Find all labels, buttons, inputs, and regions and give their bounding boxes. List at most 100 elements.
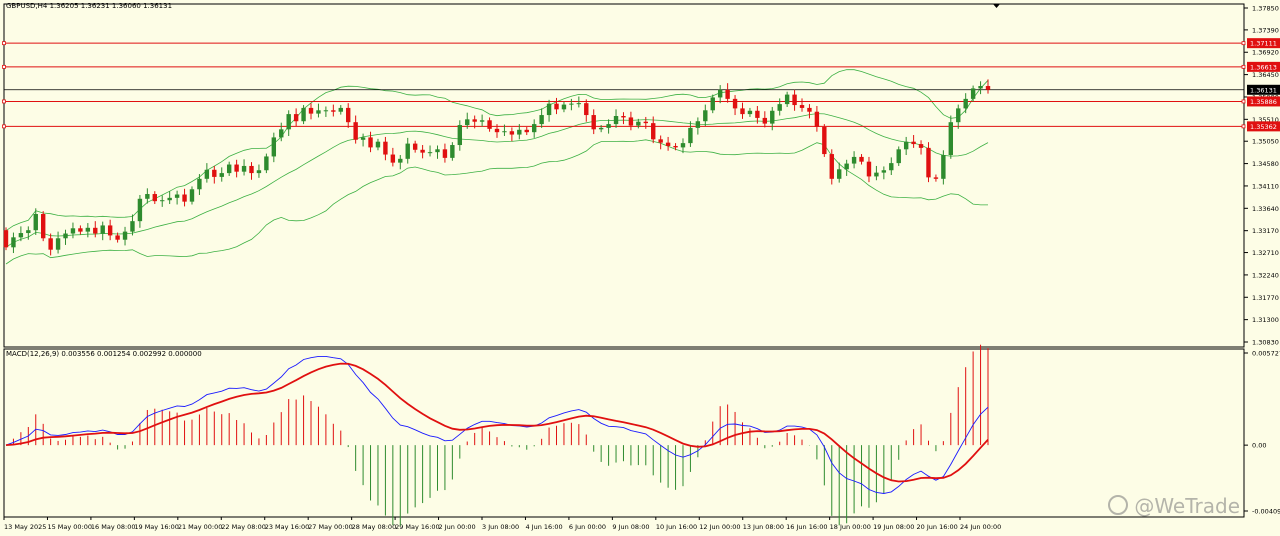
macd-axis-label: -0.004094	[1252, 508, 1280, 516]
candle-body	[256, 170, 262, 174]
candle-body	[680, 143, 686, 148]
current-price-label: 1.36131	[1250, 86, 1277, 94]
candle-body	[978, 86, 983, 89]
candle-body	[368, 137, 373, 148]
candle-body	[11, 237, 16, 248]
macd-signal-line	[5, 362, 989, 483]
level-handle-left	[2, 41, 6, 46]
candle-body	[479, 120, 485, 122]
time-axis-label: 19 May 16:00	[134, 523, 179, 531]
candle-body	[174, 194, 180, 198]
price-axis-label: 1.37850	[1252, 5, 1279, 13]
level-handle-right	[1241, 64, 1246, 69]
time-axis-label: 9 Jun 08:00	[612, 523, 649, 531]
candle-body	[271, 137, 277, 157]
candle-body	[472, 119, 477, 122]
watermark-logo-icon	[1108, 495, 1129, 515]
candle-body	[249, 165, 254, 174]
candle-body	[985, 86, 991, 90]
level-price-tag	[1247, 121, 1280, 132]
candle-body	[465, 119, 470, 126]
candle-body	[896, 149, 901, 164]
time-axis-label: 15 May 00:00	[47, 523, 92, 531]
candle-body	[502, 131, 507, 133]
candle-body	[182, 194, 187, 202]
candle-body	[286, 114, 291, 130]
time-axis-label: 27 May 00:00	[308, 523, 353, 531]
time-axis-label: 10 Jun 16:00	[656, 523, 697, 531]
candle-body	[122, 231, 128, 240]
candle-body	[732, 98, 738, 109]
candle-body	[606, 124, 611, 128]
price-axis-label: 1.32240	[1252, 271, 1279, 279]
candle-body	[450, 145, 455, 158]
candle-body	[717, 89, 723, 98]
candle-body	[963, 98, 968, 109]
candle-body	[710, 97, 715, 111]
candle-body	[93, 227, 98, 234]
candle-body	[494, 128, 500, 133]
level-handle-right	[1241, 124, 1246, 129]
candle-body	[747, 110, 753, 115]
price-axis-label: 1.31300	[1252, 316, 1279, 324]
watermark-text: @WeTrade	[1134, 494, 1240, 518]
candle-body	[279, 129, 284, 138]
macd-axis-label: 0.00	[1252, 442, 1266, 450]
candle-body	[390, 154, 396, 163]
level-price-label: 1.37111	[1250, 40, 1277, 48]
candle-body	[85, 227, 91, 232]
candle-body	[658, 139, 663, 143]
time-axis-label: 23 May 16:00	[265, 523, 310, 531]
candle-body	[18, 233, 24, 238]
candle-body	[546, 103, 552, 116]
candle-body	[48, 238, 53, 250]
time-axis-label: 24 Jun 00:00	[960, 523, 1001, 531]
candle-body	[40, 214, 46, 239]
candle-body	[100, 225, 105, 234]
level-handle-right	[1241, 99, 1246, 104]
price-axis-label: 1.32710	[1252, 249, 1279, 257]
candle-body	[621, 116, 626, 118]
time-axis-label: 16 May 08:00	[91, 523, 136, 531]
macd-main-line	[5, 355, 989, 494]
candle-body	[219, 173, 224, 177]
price-panel-frame	[3, 3, 1245, 348]
time-axis-label: 13 Jun 08:00	[743, 523, 784, 531]
candle-body	[591, 115, 596, 130]
time-axis-label: 6 Jun 00:00	[569, 523, 606, 531]
candle-body	[167, 197, 172, 201]
candle-body	[859, 156, 864, 162]
candle-body	[487, 120, 492, 129]
candle-body	[115, 235, 120, 240]
candle-body	[792, 94, 797, 106]
candle-body	[784, 94, 790, 105]
candle-body	[145, 194, 150, 199]
time-axis-label: 12 Jun 00:00	[699, 523, 740, 531]
time-axis-label: 29 May 16:00	[395, 523, 440, 531]
candle-body	[807, 107, 812, 112]
price-axis-label: 1.34110	[1252, 182, 1279, 190]
level-price-tag	[1247, 38, 1280, 49]
price-axis-label: 1.33170	[1252, 227, 1279, 235]
candle-body	[435, 149, 440, 153]
candle-body	[226, 164, 232, 174]
candle-body	[160, 200, 165, 202]
candle-body	[316, 110, 321, 114]
price-axis-label: 1.34580	[1252, 160, 1279, 168]
candle-body	[941, 155, 946, 179]
candle-body	[881, 170, 887, 173]
candle-body	[688, 127, 693, 144]
candle-body	[703, 110, 708, 122]
candle-body	[137, 198, 143, 222]
level-price-tag	[1247, 96, 1280, 107]
price-header: GBPUSD,H4 1.36205 1.36231 1.36060 1.3613…	[6, 2, 173, 10]
candle-body	[598, 127, 604, 130]
time-axis-label: 3 Jun 08:00	[482, 523, 519, 531]
candle-body	[308, 107, 314, 114]
candle-body	[822, 126, 827, 155]
level-price-label: 1.36613	[1250, 63, 1277, 71]
candle-body	[412, 143, 418, 150]
candle-body	[569, 103, 574, 105]
candle-body	[405, 143, 410, 159]
